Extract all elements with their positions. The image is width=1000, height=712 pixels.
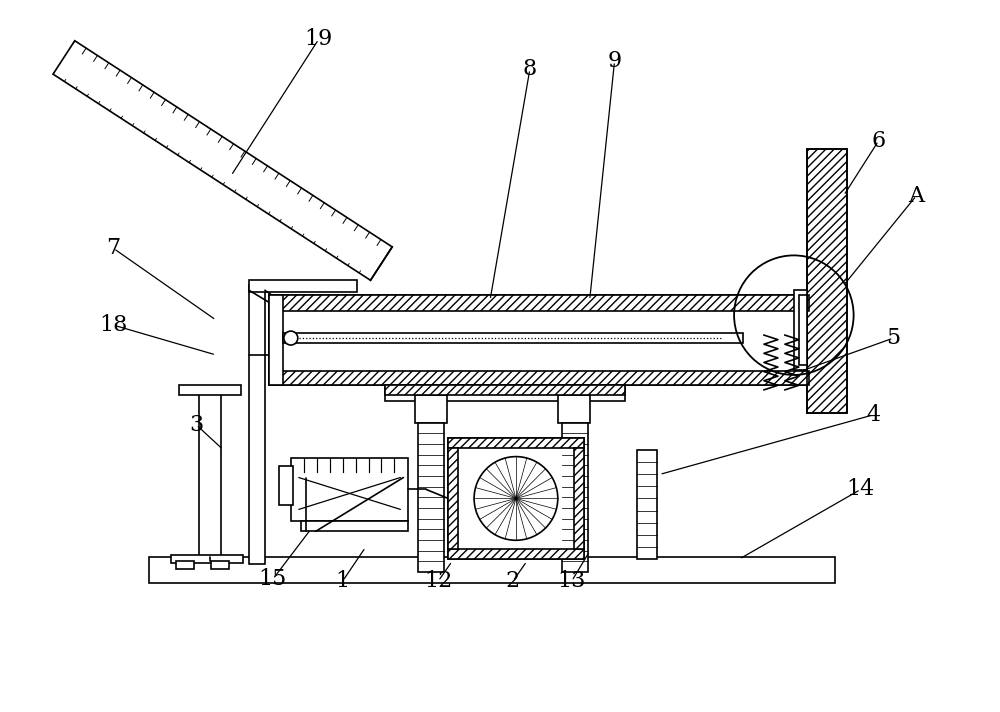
Bar bbox=[176, 561, 194, 569]
Text: 4: 4 bbox=[866, 404, 881, 426]
Bar bbox=[385, 385, 625, 401]
Bar bbox=[448, 448, 458, 549]
Bar bbox=[249, 281, 357, 292]
Bar bbox=[562, 423, 588, 572]
Bar bbox=[269, 295, 809, 311]
Text: 19: 19 bbox=[305, 28, 333, 51]
Bar bbox=[448, 438, 584, 559]
Circle shape bbox=[284, 331, 298, 345]
Bar bbox=[799, 295, 807, 365]
Text: 18: 18 bbox=[99, 314, 128, 336]
Bar bbox=[448, 438, 584, 448]
Bar bbox=[794, 290, 807, 370]
Bar bbox=[807, 149, 847, 413]
Text: 13: 13 bbox=[558, 570, 586, 592]
Bar bbox=[279, 466, 293, 506]
Bar bbox=[249, 286, 265, 564]
Bar bbox=[418, 423, 444, 572]
Bar bbox=[637, 450, 657, 559]
Text: 12: 12 bbox=[424, 570, 452, 592]
Bar bbox=[807, 149, 847, 413]
Bar bbox=[199, 390, 221, 561]
Text: 14: 14 bbox=[846, 478, 875, 501]
Circle shape bbox=[474, 456, 558, 540]
Bar bbox=[179, 385, 241, 395]
Bar bbox=[301, 521, 408, 531]
Polygon shape bbox=[53, 41, 392, 281]
Bar bbox=[448, 549, 584, 559]
Bar bbox=[291, 458, 408, 521]
Bar bbox=[283, 333, 743, 343]
Bar bbox=[211, 561, 229, 569]
Bar bbox=[149, 557, 835, 583]
Bar bbox=[574, 448, 584, 549]
Text: 2: 2 bbox=[506, 570, 520, 592]
Text: 1: 1 bbox=[336, 570, 350, 592]
Bar bbox=[385, 385, 625, 395]
Text: 7: 7 bbox=[106, 237, 121, 259]
Bar bbox=[171, 555, 243, 563]
Bar bbox=[558, 395, 590, 423]
Text: 9: 9 bbox=[607, 50, 622, 72]
Bar bbox=[269, 295, 809, 385]
Bar bbox=[269, 371, 809, 385]
Bar bbox=[415, 395, 447, 423]
Text: 3: 3 bbox=[189, 414, 203, 436]
Text: A: A bbox=[908, 184, 924, 206]
Bar bbox=[269, 295, 283, 385]
Text: 6: 6 bbox=[871, 130, 886, 152]
Text: 8: 8 bbox=[523, 58, 537, 80]
Text: 15: 15 bbox=[259, 568, 287, 590]
Text: 5: 5 bbox=[886, 327, 901, 349]
